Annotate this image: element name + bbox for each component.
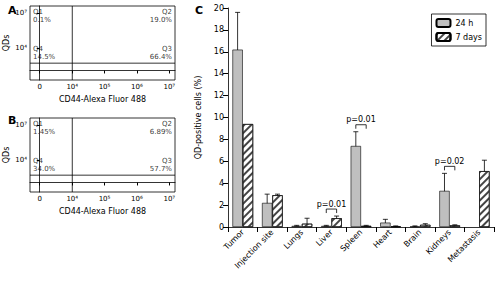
svg-text:Q3: Q3 bbox=[162, 157, 172, 165]
svg-text:Spleen: Spleen bbox=[339, 228, 365, 254]
svg-text:1.45%: 1.45% bbox=[33, 128, 56, 136]
svg-text:0: 0 bbox=[219, 223, 224, 232]
svg-text:C: C bbox=[195, 4, 203, 17]
svg-text:Metastasis: Metastasis bbox=[446, 228, 482, 264]
svg-text:6.89%: 6.89% bbox=[150, 128, 173, 136]
svg-text:Brain: Brain bbox=[402, 228, 423, 249]
svg-text:14.5%: 14.5% bbox=[33, 53, 56, 61]
svg-text:19.0%: 19.0% bbox=[150, 16, 173, 24]
svg-text:12: 12 bbox=[214, 91, 224, 100]
svg-text:Lungs: Lungs bbox=[282, 228, 305, 251]
svg-text:10⁴: 10⁴ bbox=[15, 44, 27, 52]
svg-text:10⁴: 10⁴ bbox=[15, 156, 27, 164]
svg-text:QDs: QDs bbox=[2, 35, 11, 52]
svg-text:10⁵: 10⁵ bbox=[99, 195, 111, 203]
svg-text:Kidneys: Kidneys bbox=[424, 228, 453, 257]
svg-text:2: 2 bbox=[219, 201, 224, 210]
svg-text:7 days: 7 days bbox=[455, 33, 482, 42]
svg-text:57.7%: 57.7% bbox=[150, 165, 173, 173]
svg-text:Tumor: Tumor bbox=[221, 227, 246, 252]
svg-text:0: 0 bbox=[38, 195, 42, 203]
svg-text:CD44-Alexa Fluor 488: CD44-Alexa Fluor 488 bbox=[59, 95, 146, 104]
svg-text:4: 4 bbox=[219, 179, 224, 188]
svg-text:18: 18 bbox=[214, 25, 224, 34]
svg-text:10⁵: 10⁵ bbox=[99, 83, 111, 91]
svg-text:Liver: Liver bbox=[314, 227, 335, 248]
svg-text:0: 0 bbox=[38, 83, 42, 91]
svg-text:QDs: QDs bbox=[2, 147, 11, 164]
svg-text:10: 10 bbox=[214, 113, 224, 122]
svg-text:20: 20 bbox=[214, 4, 224, 13]
svg-text:Injection site: Injection site bbox=[233, 228, 276, 271]
svg-text:Heart: Heart bbox=[372, 228, 394, 250]
svg-text:24 h: 24 h bbox=[455, 19, 473, 28]
svg-text:14: 14 bbox=[214, 69, 224, 78]
svg-text:B: B bbox=[8, 114, 16, 127]
svg-text:10⁷: 10⁷ bbox=[163, 195, 175, 203]
svg-text:Q2: Q2 bbox=[162, 120, 172, 128]
svg-text:10⁷: 10⁷ bbox=[15, 9, 27, 17]
svg-text:8: 8 bbox=[219, 135, 224, 144]
svg-text:QD-positive cells (%): QD-positive cells (%) bbox=[194, 76, 203, 160]
svg-text:10⁷: 10⁷ bbox=[163, 83, 175, 91]
svg-text:A: A bbox=[8, 4, 17, 17]
svg-text:66.4%: 66.4% bbox=[150, 53, 173, 61]
svg-text:10⁷: 10⁷ bbox=[15, 121, 27, 129]
svg-text:p=0.01: p=0.01 bbox=[346, 115, 376, 124]
svg-text:CD44-Alexa Fluor 488: CD44-Alexa Fluor 488 bbox=[59, 207, 146, 216]
svg-text:10⁶: 10⁶ bbox=[131, 195, 143, 203]
svg-text:10⁶: 10⁶ bbox=[131, 83, 143, 91]
svg-text:p=0.01: p=0.01 bbox=[317, 200, 347, 209]
svg-text:p=0.02: p=0.02 bbox=[435, 157, 465, 166]
svg-text:Q4: Q4 bbox=[33, 45, 44, 53]
svg-text:Q1: Q1 bbox=[33, 8, 43, 16]
svg-text:Q4: Q4 bbox=[33, 157, 44, 165]
svg-text:34.0%: 34.0% bbox=[33, 165, 56, 173]
svg-text:Q2: Q2 bbox=[162, 8, 172, 16]
svg-text:Q3: Q3 bbox=[162, 45, 172, 53]
svg-text:Q1: Q1 bbox=[33, 120, 43, 128]
svg-text:10⁴: 10⁴ bbox=[66, 83, 78, 91]
svg-text:16: 16 bbox=[214, 47, 224, 56]
svg-text:10⁴: 10⁴ bbox=[66, 195, 78, 203]
svg-text:0.1%: 0.1% bbox=[33, 16, 51, 24]
svg-text:6: 6 bbox=[219, 157, 224, 166]
